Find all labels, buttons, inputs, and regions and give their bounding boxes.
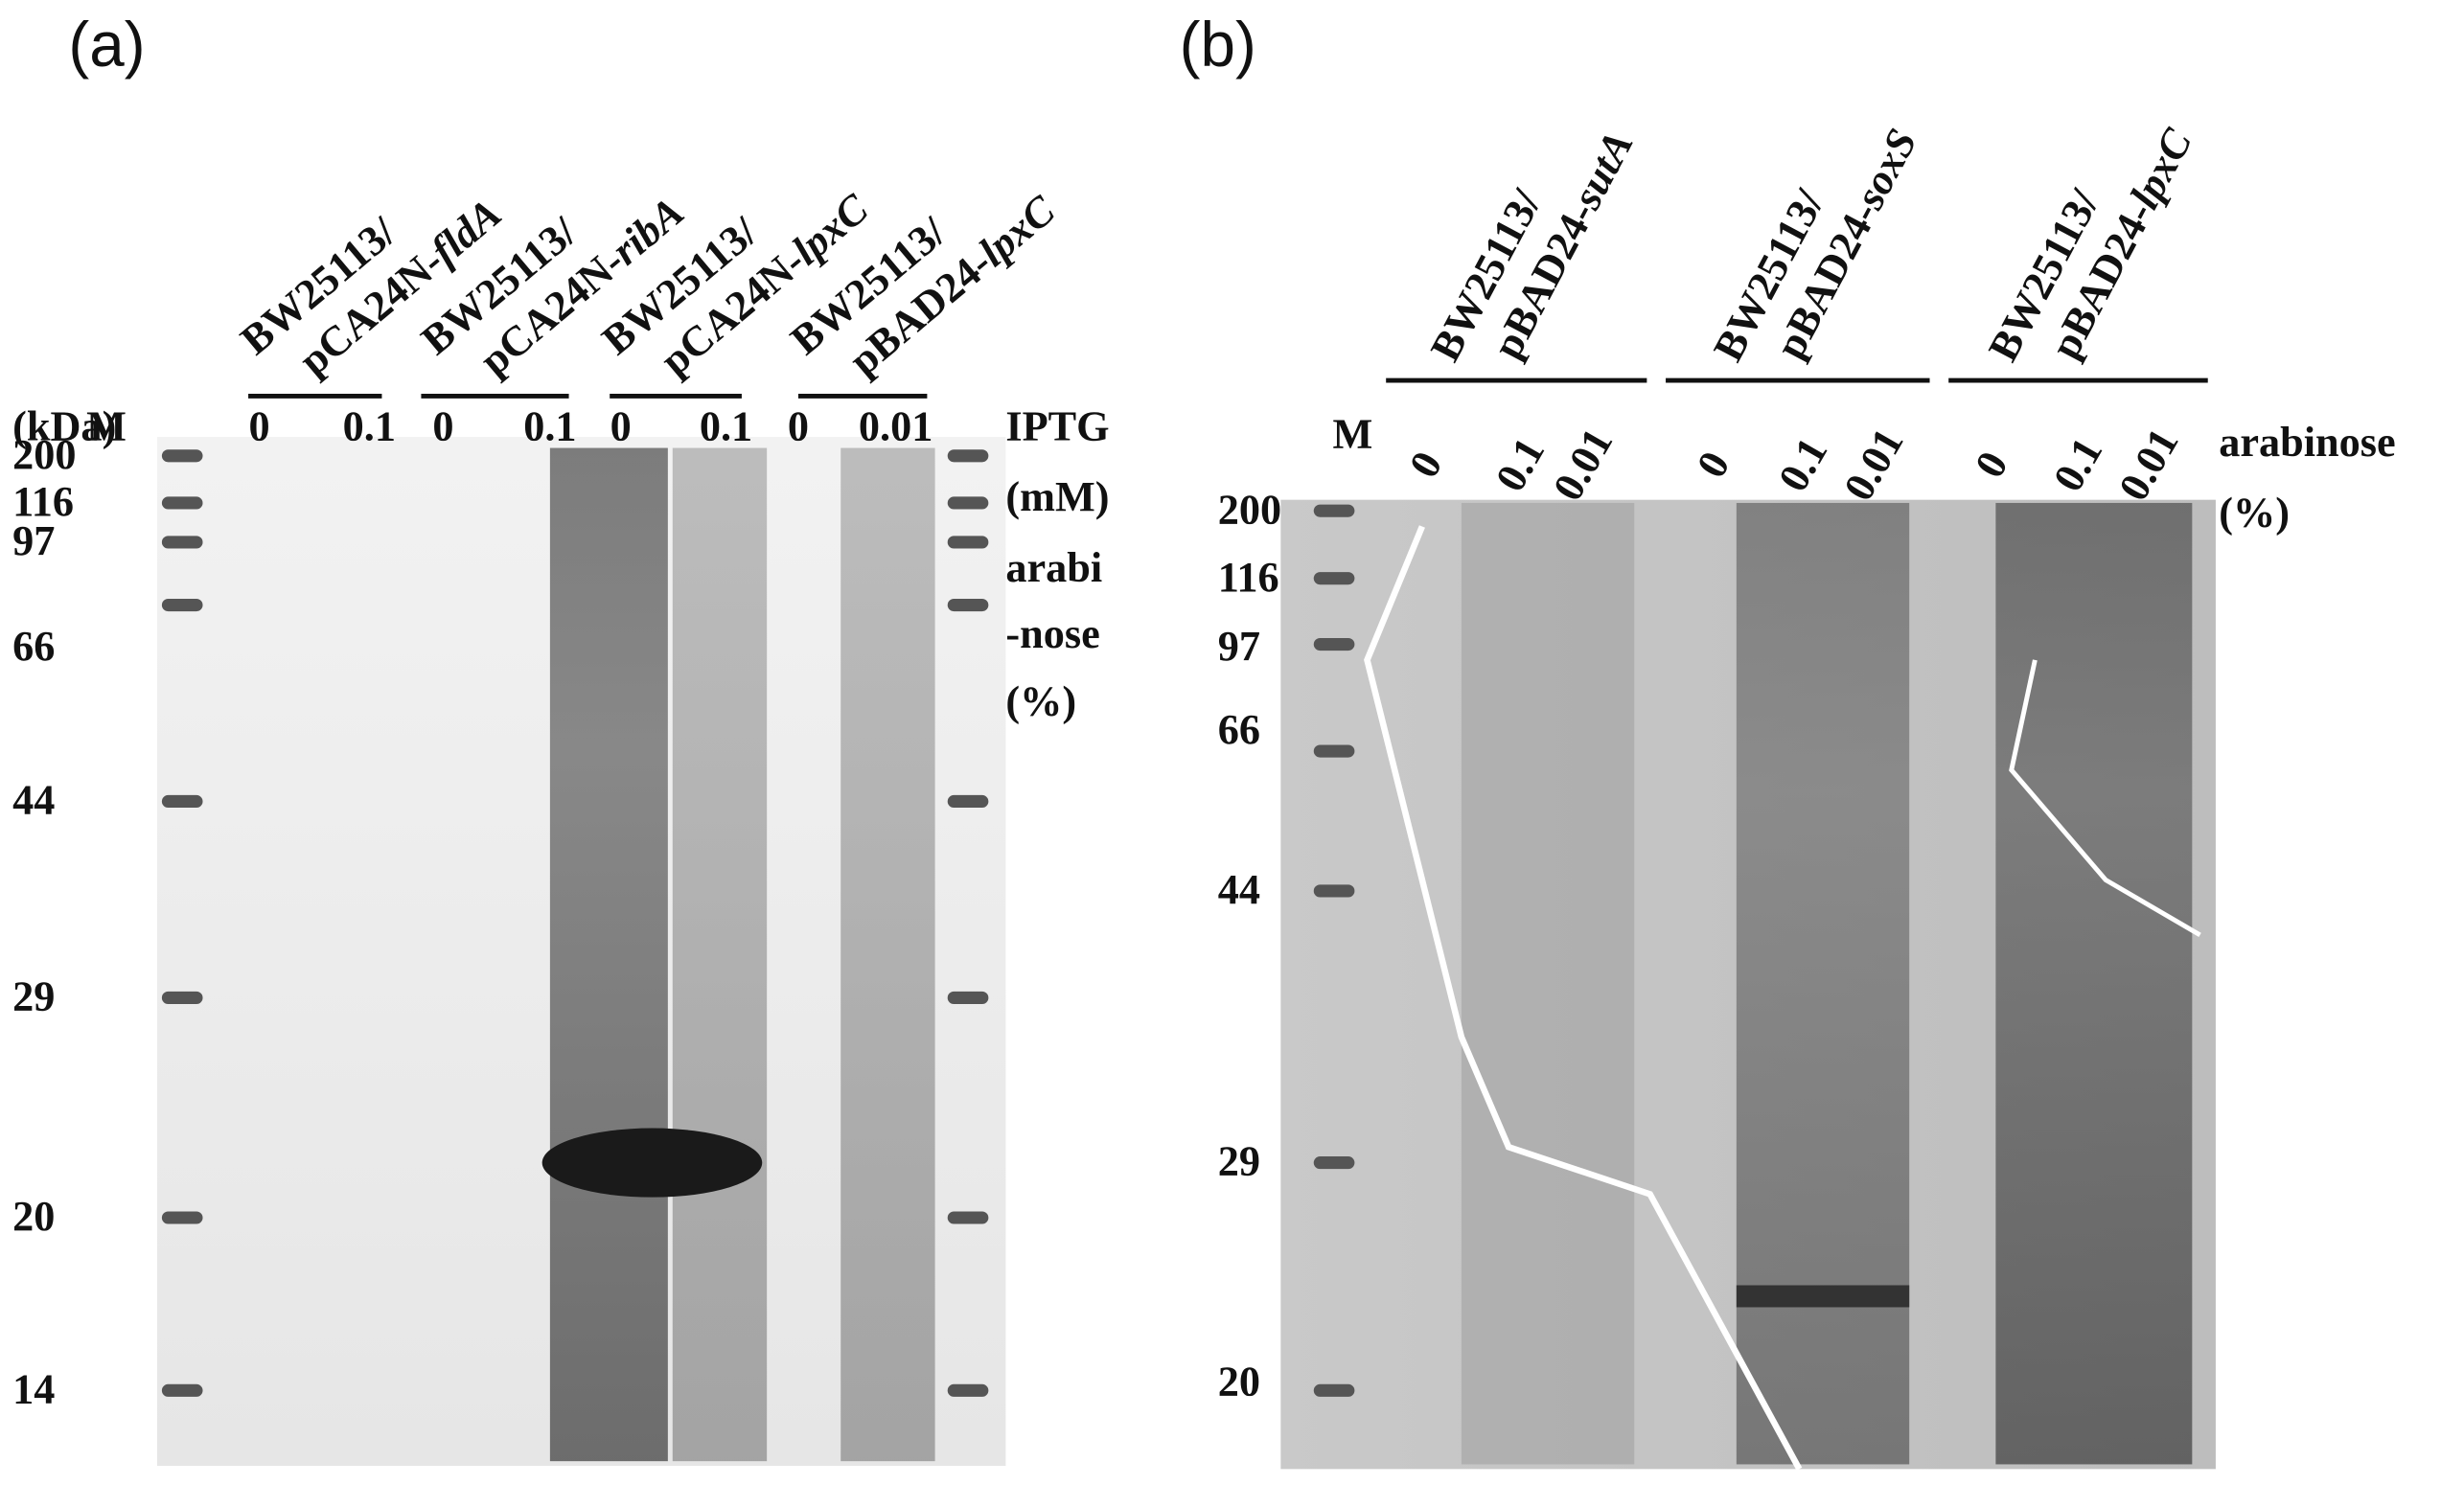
marker-size: 97 xyxy=(12,517,55,564)
marker-size: 44 xyxy=(12,777,55,824)
condition: 0 xyxy=(1966,444,2017,486)
condition: 0.01 xyxy=(1544,421,1622,509)
marker-band xyxy=(947,991,989,1005)
marker-band xyxy=(161,1383,203,1397)
condition: 0 xyxy=(432,402,453,449)
lane-label: BW25113/pBAD24-soxS xyxy=(1704,122,1925,369)
marker-band xyxy=(1313,1383,1355,1397)
lane-label: BW25113/pBAD24-lpxC xyxy=(782,186,1064,384)
marker-band xyxy=(161,598,203,612)
condition-label: (%) xyxy=(1005,677,1076,724)
marker-band xyxy=(1313,884,1355,898)
condition: 0.01 xyxy=(859,402,933,449)
gel-a xyxy=(156,437,1006,1467)
condition: 0.1 xyxy=(1769,430,1836,499)
condition: 0.1 xyxy=(523,402,576,449)
condition: 0 xyxy=(1400,444,1452,486)
condition-label: -nose xyxy=(1005,610,1099,657)
marker-size: 116 xyxy=(12,478,74,525)
condition: 0.1 xyxy=(343,402,396,449)
marker-size: 200 xyxy=(1218,486,1281,533)
marker-band xyxy=(947,496,989,510)
marker-band xyxy=(1313,1156,1355,1170)
condition-label: arabinose xyxy=(2219,419,2395,466)
marker-band xyxy=(1313,744,1355,758)
marker-size: 29 xyxy=(12,973,55,1020)
marker-band xyxy=(1313,572,1355,585)
marker-size: 20 xyxy=(12,1193,55,1240)
marker-size: 66 xyxy=(12,623,55,670)
marker-band xyxy=(947,794,989,809)
condition-label: (mM) xyxy=(1005,473,1109,520)
marker-size: 97 xyxy=(1218,623,1260,670)
marker-size: 14 xyxy=(12,1365,55,1412)
condition-label: arabi xyxy=(1005,544,1102,591)
marker-band xyxy=(1313,637,1355,651)
condition: 0 xyxy=(248,402,269,449)
condition: 0.1 xyxy=(2044,430,2111,499)
lane-label: BW25113/pBAD24-lpxC xyxy=(1979,121,2201,369)
marker-lane-label: M xyxy=(1332,411,1372,458)
marker-band xyxy=(161,496,203,510)
marker-size: 66 xyxy=(1218,706,1260,753)
condition: 0.1 xyxy=(700,402,752,449)
lane-label: BW25113/pCA24N-fldA xyxy=(232,190,510,385)
marker-band xyxy=(161,536,203,549)
marker-size: 116 xyxy=(1218,554,1279,601)
marker-band xyxy=(161,794,203,809)
marker-band xyxy=(161,991,203,1005)
gel-b xyxy=(1280,499,2216,1471)
marker-lane-label: M xyxy=(86,402,127,449)
marker-band xyxy=(947,1383,989,1397)
lane-label: BW25113/pCA24N-lpxC xyxy=(593,185,877,385)
lane-label: BW25113/pBAD24-sutA xyxy=(1421,124,1642,369)
lane-label: BW25113/pCA24N-ribA xyxy=(412,188,692,384)
panel-label: (b) xyxy=(1180,10,1256,80)
marker-band xyxy=(947,1211,989,1224)
marker-band xyxy=(161,449,203,463)
marker-size: 29 xyxy=(1218,1138,1260,1185)
condition: 0.01 xyxy=(2109,421,2187,509)
marker-band xyxy=(947,598,989,612)
marker-size: 200 xyxy=(12,431,76,478)
marker-band xyxy=(947,449,989,463)
unit-label: (kDa) xyxy=(12,402,116,449)
condition-label: (%) xyxy=(2219,490,2290,537)
condition: 0 xyxy=(1688,444,1739,486)
marker-band xyxy=(947,536,989,549)
condition: 0 xyxy=(610,402,632,449)
condition: 0.01 xyxy=(1834,421,1912,509)
marker-band xyxy=(1313,504,1355,517)
condition: 0.1 xyxy=(1486,430,1554,499)
marker-band xyxy=(161,1211,203,1224)
marker-size: 44 xyxy=(1218,866,1260,913)
panel-label: (a) xyxy=(68,10,145,80)
condition: 0 xyxy=(788,402,809,449)
condition-label: IPTG xyxy=(1005,402,1109,449)
marker-size: 20 xyxy=(1218,1358,1260,1405)
